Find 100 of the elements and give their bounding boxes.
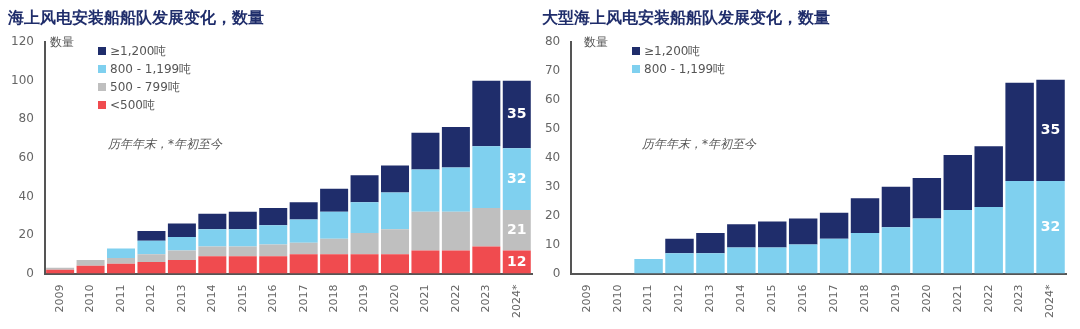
bar: [502, 148, 531, 210]
bar: [502, 80, 531, 149]
bar: [381, 229, 410, 255]
bar: [1036, 79, 1065, 181]
bar: [441, 127, 470, 168]
x-tick-label: 2021: [418, 284, 432, 313]
y-tick-label: 120: [11, 34, 34, 49]
legend-label: 800 - 1,199吨: [110, 60, 192, 78]
bar: [472, 246, 501, 274]
bar: [320, 254, 349, 274]
data-label: 35: [1040, 121, 1061, 138]
y-tick-label: 100: [11, 72, 34, 87]
bar: [381, 254, 410, 274]
y-tick-label: 40: [544, 149, 561, 164]
bar: [881, 227, 911, 274]
bar: [167, 250, 196, 261]
bar: [228, 256, 257, 274]
x-tick-label: 2022: [448, 284, 462, 313]
bar: [819, 238, 849, 274]
bar: [881, 186, 911, 228]
x-tick-label: 2012: [672, 284, 686, 313]
x-tick-label: 2023: [1012, 284, 1026, 313]
bar: [758, 221, 787, 248]
x-tick-label: 2024*: [1043, 284, 1057, 319]
x-tick-label: 2015: [765, 284, 779, 313]
x-tick-label: 2009: [579, 284, 593, 313]
x-tick-label: 2011: [113, 284, 127, 313]
x-tick-label: 2019: [888, 284, 902, 313]
x-tick-label: 2013: [703, 284, 717, 313]
data-label: 32: [1040, 217, 1061, 234]
legend-label: 800 - 1,199吨: [644, 60, 726, 78]
bar: [1005, 82, 1034, 181]
y-axis-title: 数量: [50, 34, 74, 51]
bar: [441, 211, 470, 251]
bar: [198, 246, 227, 257]
x-tick-label: 2014: [205, 284, 219, 313]
data-label: 35: [507, 105, 527, 122]
bar: [381, 165, 410, 193]
bar: [107, 263, 136, 274]
bar: [107, 248, 136, 259]
x-tick-label: 2023: [479, 284, 493, 313]
bar: [198, 229, 227, 247]
y-tick-label: 30: [544, 178, 561, 193]
bar: [320, 188, 349, 212]
x-tick-label: 2016: [266, 284, 280, 313]
bar: [943, 154, 972, 210]
x-tick-label: 2011: [641, 284, 655, 313]
bar: [472, 146, 501, 208]
x-tick-label: 2024*: [509, 284, 523, 319]
bar: [696, 233, 725, 254]
bar: [289, 219, 318, 243]
bar: [320, 211, 349, 239]
bar: [788, 218, 818, 245]
annotation: 历年年末，*年初至今: [642, 136, 756, 153]
bar: [788, 244, 818, 274]
y-tick-label: 50: [544, 121, 561, 136]
x-tick-label: 2017: [826, 284, 840, 313]
bar: [320, 238, 349, 255]
bar: [350, 175, 379, 203]
x-tick-label: 2021: [950, 284, 964, 313]
annotation: 历年年末，*年初至今: [108, 136, 222, 153]
x-tick-label: 2014: [734, 284, 748, 313]
bar: [758, 247, 787, 274]
bar: [167, 260, 196, 274]
x-tick-label: 2020: [919, 284, 933, 313]
bar: [472, 207, 501, 247]
y-tick-label: 20: [18, 227, 34, 242]
bar: [912, 218, 942, 274]
x-tick-label: 2022: [981, 284, 995, 313]
x-tick-label: 2012: [144, 284, 158, 313]
x-tick-label: 2010: [610, 284, 624, 313]
bar: [727, 247, 756, 274]
bar: [259, 225, 288, 245]
y-tick-label: 10: [544, 236, 561, 251]
bar: [76, 265, 105, 274]
bar: [259, 207, 288, 226]
x-tick-label: 2017: [296, 284, 310, 313]
data-label: 21: [507, 220, 527, 237]
bar: [137, 261, 166, 274]
bar: [289, 254, 318, 274]
bar: [228, 229, 257, 247]
bar: [259, 256, 288, 274]
bar: [634, 259, 663, 274]
bar: [289, 242, 318, 255]
bar: [727, 224, 756, 248]
x-tick-label: 2010: [83, 284, 97, 313]
x-tick-label: 2018: [326, 284, 340, 313]
chart-title: 大型海上风电安装船船队发展变化，数量: [542, 8, 831, 29]
bar: [198, 256, 227, 274]
bar: [350, 233, 379, 255]
y-tick-label: 20: [544, 207, 561, 222]
bar: [350, 254, 379, 274]
bar: [107, 258, 136, 264]
y-tick-label: 80: [544, 34, 561, 49]
bar: [137, 240, 166, 255]
x-tick-label: 2016: [796, 284, 810, 313]
bar: [411, 211, 440, 251]
legend-label: ≥1,200吨: [110, 42, 167, 60]
bar: [850, 233, 880, 274]
bar: [381, 192, 410, 230]
